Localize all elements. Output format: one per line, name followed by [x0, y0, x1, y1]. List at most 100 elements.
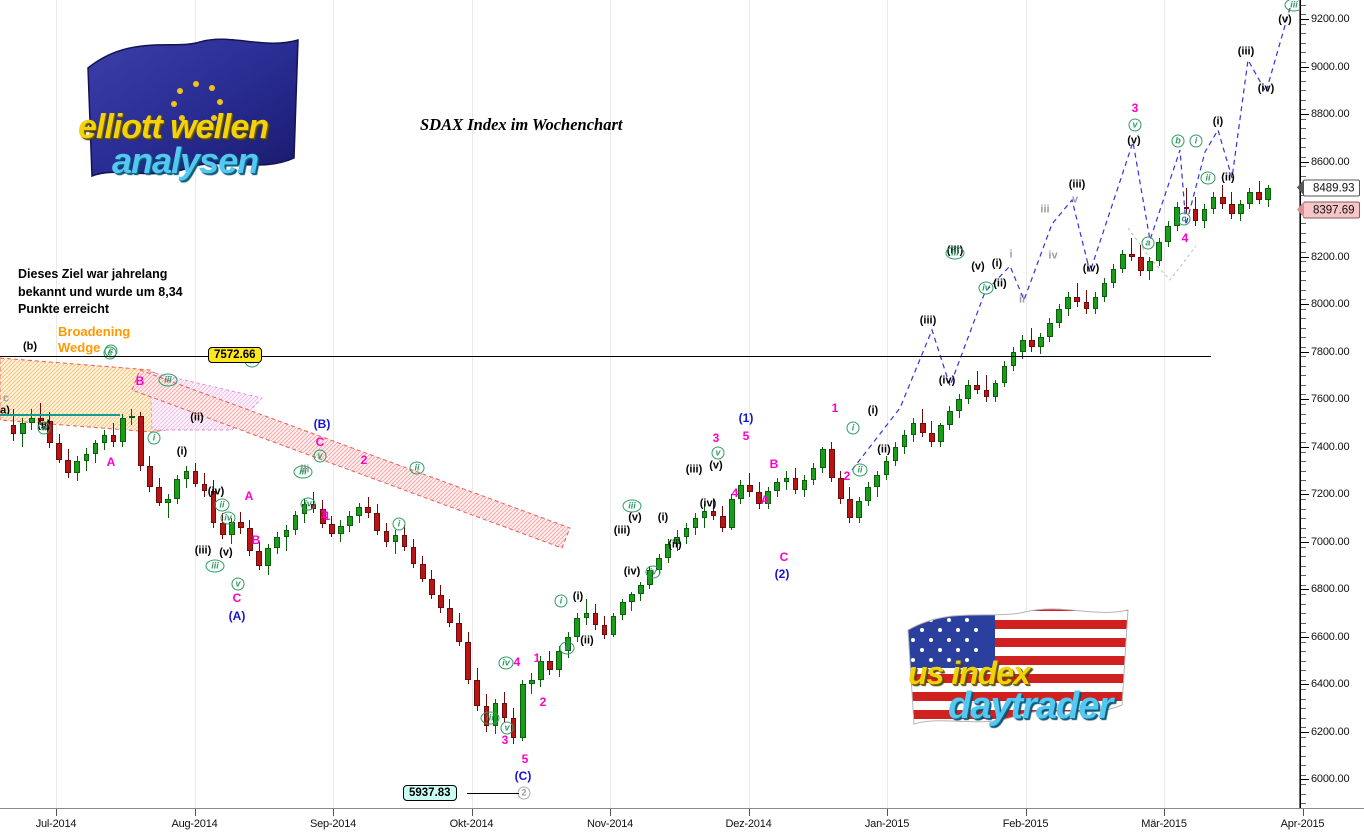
- candle-body: [556, 651, 562, 671]
- candlestick: [356, 502, 362, 523]
- candlestick: [583, 598, 590, 625]
- wave-label: (ii): [993, 277, 1007, 290]
- price-axis[interactable]: 9200.009000.008800.008600.008400.008200.…: [1297, 0, 1364, 808]
- candlestick: [1201, 204, 1208, 229]
- wave-label: (v): [971, 260, 985, 273]
- wave-label: B: [251, 533, 261, 547]
- candlestick: [319, 500, 326, 528]
- price-axis-minor-tick: [1301, 232, 1306, 234]
- candle-body: [747, 484, 753, 492]
- date-axis-tick: [610, 809, 611, 816]
- price-axis-minor-tick: [1301, 660, 1306, 662]
- candlestick: [274, 532, 281, 554]
- candlestick: [1247, 187, 1253, 210]
- candlestick: [1110, 263, 1117, 288]
- candlestick: [1156, 237, 1162, 267]
- gridline: [610, 0, 611, 808]
- candlestick: [956, 394, 962, 419]
- candle-body: [529, 679, 535, 685]
- date-axis[interactable]: Jul-2014 Aug-2014 Sep-2014 Okt-2014 Nov-2014…: [0, 808, 1364, 839]
- wave-label: (1): [738, 411, 754, 425]
- candle-body: [738, 484, 744, 500]
- candle-body: [1265, 187, 1271, 200]
- candle-body: [201, 483, 208, 491]
- wave-label: (i): [657, 511, 669, 524]
- price-axis-minor-tick: [1301, 736, 1306, 738]
- candle-body: [29, 418, 35, 423]
- date-axis-tick-label: Aug-2014: [171, 818, 218, 830]
- candlestick: [774, 477, 781, 497]
- candlestick: [365, 496, 371, 519]
- price-axis-minor-tick: [1301, 584, 1306, 586]
- wave-label: (v): [628, 511, 642, 524]
- price-axis-minor-tick: [1301, 803, 1306, 805]
- candlestick: [865, 482, 871, 507]
- wave-label: C: [315, 435, 325, 449]
- candlestick: [329, 515, 335, 538]
- price-axis-minor-tick: [1301, 299, 1306, 301]
- candlestick: [429, 570, 435, 599]
- circled-wave-label: i: [554, 594, 568, 608]
- candle-body: [892, 446, 899, 462]
- candlestick: [929, 420, 935, 447]
- candlestick: [192, 463, 199, 488]
- price-axis-minor-tick: [1301, 565, 1306, 567]
- price-axis-minor-tick: [1301, 689, 1306, 691]
- circled-wave-label: v: [500, 721, 514, 735]
- candle-body: [1156, 242, 1162, 262]
- wave-label: 4: [731, 486, 739, 500]
- candle-body: [1110, 268, 1117, 283]
- circled-wave-label: iv: [978, 281, 994, 295]
- circled-wave-label: iii: [945, 246, 965, 260]
- candlestick: [756, 482, 762, 509]
- elliott-wellen-analysen-logo: elliott wellen analysen: [70, 28, 320, 203]
- candlestick: [1101, 278, 1108, 302]
- us-flag-icon: [907, 608, 1129, 725]
- circled-wave-label: b: [1171, 134, 1185, 148]
- candle-wick: [713, 499, 715, 521]
- candle-body: [1010, 351, 1017, 366]
- price-axis-minor-tick: [1301, 727, 1306, 729]
- price-axis-tick-label: 6400.00: [1311, 678, 1350, 691]
- price-axis-minor-tick: [1301, 42, 1306, 44]
- candle-body: [1229, 204, 1235, 214]
- candle-body: [719, 515, 726, 528]
- candlestick: [292, 510, 299, 535]
- candle-body: [683, 527, 690, 538]
- price-axis-tick: [1301, 541, 1309, 543]
- wave-label: (ii): [668, 538, 682, 551]
- price-axis-minor-tick: [1301, 90, 1306, 92]
- price-axis-minor-tick: [1301, 147, 1306, 149]
- candle-body: [692, 518, 699, 528]
- circled-wave-label: a: [37, 421, 51, 435]
- candlestick: [10, 408, 17, 441]
- wave-label: (iii): [613, 524, 631, 537]
- candlestick: [1001, 361, 1008, 388]
- circled-wave-label: v: [313, 449, 327, 463]
- circled-wave-label: v: [231, 577, 245, 591]
- gridline: [333, 0, 334, 808]
- candle-body: [774, 482, 781, 491]
- candlestick: [156, 477, 162, 507]
- wave-label: (v): [709, 459, 723, 472]
- price-axis-tick-label: 9200.00: [1311, 13, 1350, 25]
- price-axis-tick: [1301, 636, 1309, 638]
- price-axis-minor-tick: [1301, 670, 1306, 672]
- candlestick: [556, 646, 562, 678]
- candle-body: [38, 418, 44, 421]
- candle-body: [10, 425, 17, 434]
- date-axis-tick-label: Apr-2015: [1280, 818, 1325, 830]
- candle-body: [965, 384, 971, 400]
- candlestick: [383, 522, 390, 547]
- candlestick: [147, 456, 153, 492]
- candle-body: [274, 537, 281, 548]
- candlestick: [1019, 335, 1026, 359]
- circled-wave-label: ii: [214, 498, 230, 512]
- candle-body: [392, 534, 399, 542]
- date-axis-tick: [56, 809, 57, 816]
- candle-body: [638, 584, 644, 595]
- candle-body: [992, 382, 999, 397]
- price-axis-tick-label: 6000.00: [1311, 773, 1350, 786]
- candle-body: [256, 551, 262, 566]
- candle-body: [138, 415, 144, 466]
